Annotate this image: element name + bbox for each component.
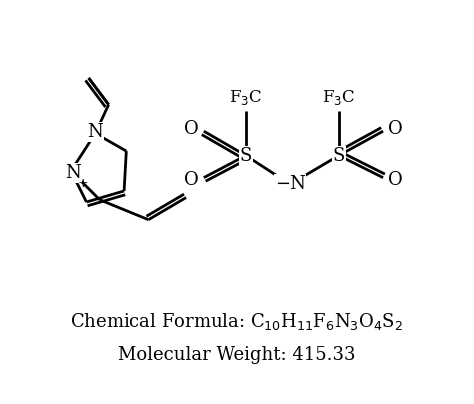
Text: N: N [88,123,103,141]
Text: Molecular Weight: 415.33: Molecular Weight: 415.33 [118,346,356,364]
Text: O: O [184,120,199,138]
Text: O: O [388,171,403,189]
Text: F$_3$C: F$_3$C [229,88,263,107]
Text: N: N [65,164,81,182]
Text: Chemical Formula: C$_{10}$H$_{11}$F$_6$N$_3$O$_4$S$_2$: Chemical Formula: C$_{10}$H$_{11}$F$_6$N… [71,311,403,332]
Text: +: + [78,177,89,190]
Text: −N: −N [275,175,306,193]
Text: O: O [184,171,199,189]
Text: O: O [388,120,403,138]
Text: S: S [333,147,345,164]
Text: F$_3$C: F$_3$C [322,88,356,107]
Text: S: S [240,147,252,164]
